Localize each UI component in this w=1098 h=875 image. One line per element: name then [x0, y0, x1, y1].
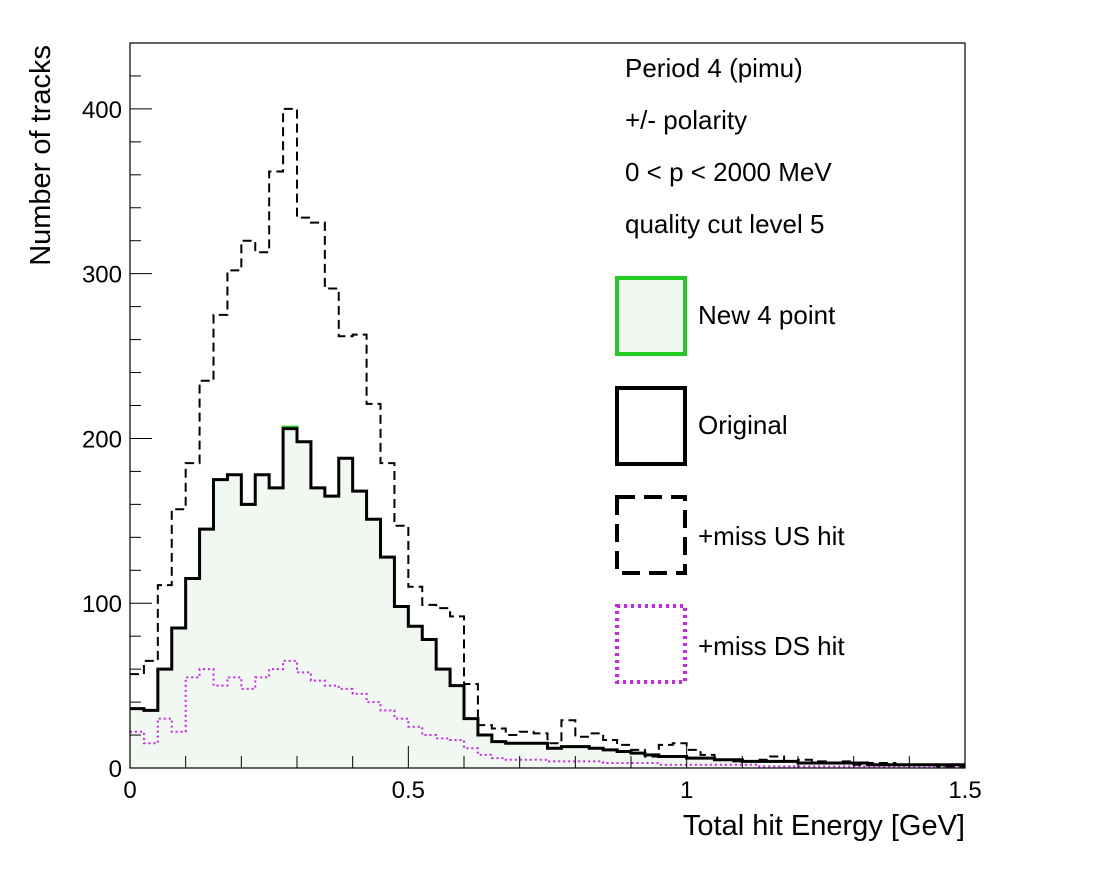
legend-swatch-new-4-point	[615, 276, 687, 356]
y-tick-label: 300	[82, 262, 122, 289]
x-tick-label: 1.5	[948, 777, 981, 804]
info-quality-cut: quality cut level 5	[625, 209, 824, 239]
series-fill-new-4-point	[130, 426, 965, 768]
legend-swatch-miss-us-hit	[615, 495, 687, 575]
legend-swatch-original	[615, 386, 687, 466]
y-axis-title: Number of tracks	[25, 45, 57, 266]
legend-label-new-4-point: New 4 point	[698, 300, 836, 330]
y-tick-label: 100	[82, 591, 122, 618]
y-tick-label: 400	[82, 97, 122, 124]
series-line-miss-ds-hit	[130, 659, 965, 768]
x-tick-label: 1	[680, 777, 693, 804]
legend-label-miss-us-hit: +miss US hit	[698, 521, 845, 551]
legend-label-miss-ds-hit: +miss DS hit	[698, 631, 845, 661]
x-tick-label: 0	[123, 777, 136, 804]
axes: Total hit Energy [GeV] Number of tracks …	[25, 42, 982, 842]
info-momentum: 0 < p < 2000 MeV	[625, 157, 832, 187]
info-box: Period 4 (pimu) +/- polarity 0 < p < 200…	[625, 53, 832, 239]
info-period: Period 4 (pimu)	[625, 53, 803, 83]
legend-swatch-miss-ds-hit	[615, 604, 687, 684]
x-axis-title: Total hit Energy [GeV]	[683, 810, 965, 842]
y-tick-label: 0	[109, 756, 122, 783]
info-polarity: +/- polarity	[625, 105, 747, 135]
series-line-original	[130, 427, 965, 767]
legend: New 4 point Original +miss US hit +miss …	[615, 276, 845, 684]
plot-area	[130, 107, 965, 768]
x-tick-label: 0.5	[392, 777, 425, 804]
legend-label-original: Original	[698, 410, 788, 440]
y-tick-label: 200	[82, 426, 122, 453]
